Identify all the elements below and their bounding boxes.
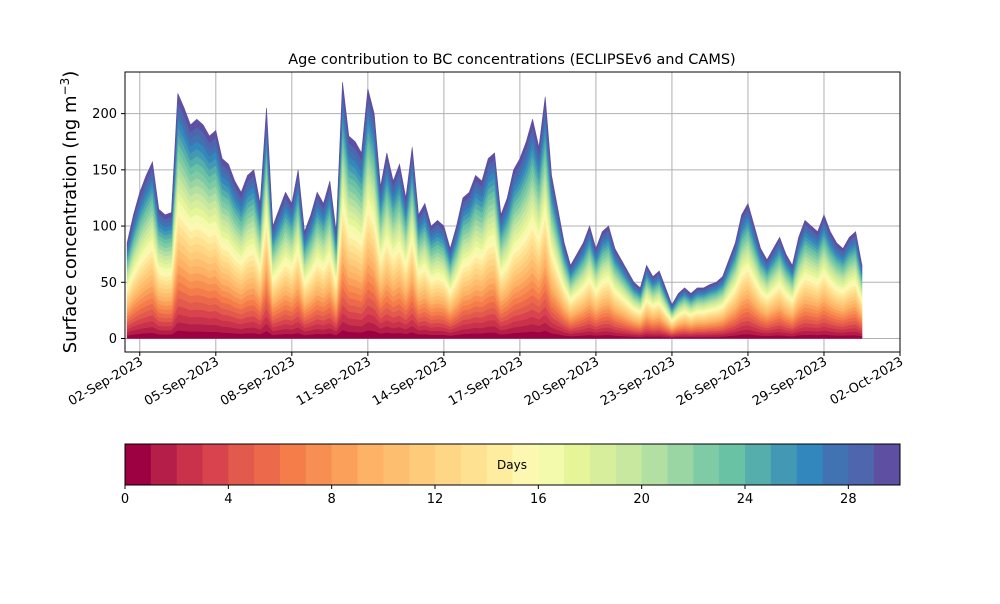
y-axis-ticks: 0 50 100 150 200: [92, 107, 125, 347]
colorbar-swatch-21: [667, 444, 694, 485]
colorbar-swatch-17: [564, 444, 591, 485]
x-tick-label-8: 26-Sep-2023: [674, 354, 754, 409]
colorbar-tick-label-4: 16: [530, 492, 547, 507]
x-tick-label-1: 05-Sep-2023: [142, 354, 222, 409]
colorbar-swatch-2: [176, 444, 203, 485]
colorbar-swatch-5: [254, 444, 281, 485]
colorbar-swatch-10: [383, 444, 410, 485]
y-axis-label-close: ): [60, 71, 81, 78]
colorbar-swatch-0: [125, 444, 152, 485]
colorbar-ticks: 0 4 8 12 16 20 24 28: [121, 485, 857, 507]
stacked-areas: [126, 82, 863, 339]
colorbar-swatch-13: [460, 444, 488, 485]
x-tick-label-0: 02-Sep-2023: [66, 354, 146, 409]
colorbar-swatch-18: [590, 444, 617, 485]
colorbar-swatch-3: [202, 444, 229, 485]
colorbar-swatch-23: [719, 444, 746, 485]
x-axis-ticks: 02-Sep-202305-Sep-202308-Sep-202311-Sep-…: [66, 352, 906, 409]
y-tick-label-3: 150: [92, 163, 117, 178]
x-tick-label-5: 17-Sep-2023: [446, 354, 526, 409]
y-tick-label-1: 50: [100, 276, 117, 291]
chart-title: Age contribution to BC concentrations (E…: [288, 52, 735, 68]
colorbar-swatch-22: [693, 444, 720, 485]
colorbar-swatch-27: [822, 444, 849, 485]
colorbar-swatch-25: [770, 444, 798, 485]
colorbar-swatch-26: [796, 444, 823, 485]
colorbar-swatch-11: [409, 444, 436, 485]
colorbar-swatch-28: [848, 444, 875, 485]
colorbar-tick-label-2: 8: [328, 492, 336, 507]
x-tick-label-3: 11-Sep-2023: [294, 354, 374, 409]
plot-frame: [124, 71, 901, 353]
colorbar-tick-label-5: 20: [633, 492, 650, 507]
colorbar-swatch-8: [331, 444, 358, 485]
colorbar-swatch-6: [280, 444, 307, 485]
colorbar-swatch-12: [435, 444, 462, 485]
colorbar-tick-label-1: 4: [224, 492, 232, 507]
colorbar-frame: [124, 443, 901, 486]
y-tick-label-0: 0: [109, 332, 117, 347]
colorbar-swatch-1: [150, 444, 178, 485]
y-axis-label-main: Surface concentration (ng m: [60, 95, 81, 353]
colorbar-tick-label-3: 12: [427, 492, 444, 507]
colorbar-tick-label-0: 0: [121, 492, 129, 507]
colorbar-swatch-24: [745, 444, 772, 485]
colorbar: [125, 444, 901, 485]
y-tick-label-2: 100: [92, 220, 117, 235]
x-tick-label-6: 20-Sep-2023: [522, 354, 602, 409]
colorbar-swatch-7: [305, 444, 333, 485]
colorbar-tick-label-6: 24: [737, 492, 754, 507]
colorbar-swatch-14: [486, 444, 513, 485]
colorbar-swatch-19: [615, 444, 643, 485]
y-tick-label-4: 200: [92, 107, 117, 122]
colorbar-swatch-16: [538, 444, 565, 485]
y-axis-label: Surface concentration (ng m−3): [58, 71, 81, 354]
colorbar-tick-label-7: 28: [840, 492, 857, 507]
area-age-band-29: [126, 82, 863, 307]
x-tick-label-4: 14-Sep-2023: [370, 354, 450, 409]
x-tick-label-2: 08-Sep-2023: [218, 354, 298, 409]
x-tick-label-10: 02-Oct-2023: [828, 354, 906, 408]
colorbar-swatch-15: [512, 444, 539, 485]
x-tick-label-9: 29-Sep-2023: [750, 354, 830, 409]
colorbar-swatch-9: [357, 444, 384, 485]
x-tick-label-7: 23-Sep-2023: [598, 354, 678, 409]
colorbar-swatch-20: [641, 444, 668, 485]
colorbar-swatch-4: [228, 444, 255, 485]
y-axis-label-sup: −3: [58, 78, 72, 96]
colorbar-swatch-29: [874, 444, 901, 485]
colorbar-label: Days: [497, 458, 527, 472]
